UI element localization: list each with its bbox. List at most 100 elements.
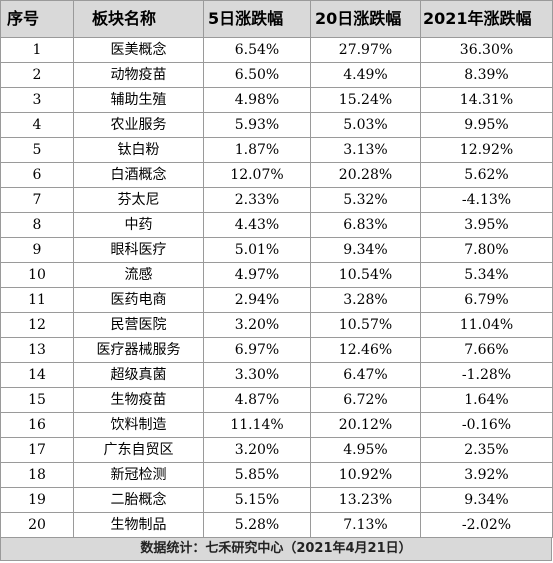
cell-row-index[interactable]: 15 <box>0 387 74 413</box>
cell-20day-change[interactable]: 6.83% <box>310 212 421 238</box>
cell-20day-change[interactable]: 4.95% <box>310 437 421 463</box>
cell-20day-change[interactable]: 7.13% <box>310 512 421 538</box>
cell-sector-name[interactable]: 眼科医疗 <box>73 237 204 263</box>
cell-row-index[interactable]: 13 <box>0 337 74 363</box>
cell-5day-change[interactable]: 5.93% <box>203 112 311 138</box>
cell-sector-name[interactable]: 医药电商 <box>73 287 204 313</box>
cell-20day-change[interactable]: 27.97% <box>310 37 421 63</box>
cell-ytd-change[interactable]: 9.34% <box>420 487 553 513</box>
cell-ytd-change[interactable]: 7.80% <box>420 237 553 263</box>
cell-sector-name[interactable]: 辅助生殖 <box>73 87 204 113</box>
cell-sector-name[interactable]: 新冠检测 <box>73 462 204 488</box>
cell-ytd-change[interactable]: 36.30% <box>420 37 553 63</box>
cell-20day-change[interactable]: 9.34% <box>310 237 421 263</box>
cell-ytd-change[interactable]: 2.35% <box>420 437 553 463</box>
cell-sector-name[interactable]: 二胎概念 <box>73 487 204 513</box>
cell-ytd-change[interactable]: 5.62% <box>420 162 553 188</box>
cell-5day-change[interactable]: 5.01% <box>203 237 311 263</box>
cell-row-index[interactable]: 20 <box>0 512 74 538</box>
cell-sector-name[interactable]: 生物疫苗 <box>73 387 204 413</box>
cell-sector-name[interactable]: 动物疫苗 <box>73 62 204 88</box>
cell-row-index[interactable]: 3 <box>0 87 74 113</box>
cell-5day-change[interactable]: 5.28% <box>203 512 311 538</box>
cell-row-index[interactable]: 18 <box>0 462 74 488</box>
cell-5day-change[interactable]: 4.98% <box>203 87 311 113</box>
cell-20day-change[interactable]: 20.12% <box>310 412 421 438</box>
cell-ytd-change[interactable]: 6.79% <box>420 287 553 313</box>
cell-5day-change[interactable]: 5.15% <box>203 487 311 513</box>
cell-5day-change[interactable]: 6.54% <box>203 37 311 63</box>
cell-5day-change[interactable]: 1.87% <box>203 137 311 163</box>
cell-20day-change[interactable]: 10.54% <box>310 262 421 288</box>
cell-row-index[interactable]: 7 <box>0 187 74 213</box>
cell-20day-change[interactable]: 4.49% <box>310 62 421 88</box>
cell-row-index[interactable]: 12 <box>0 312 74 338</box>
cell-row-index[interactable]: 6 <box>0 162 74 188</box>
cell-row-index[interactable]: 14 <box>0 362 74 388</box>
cell-5day-change[interactable]: 2.33% <box>203 187 311 213</box>
cell-20day-change[interactable]: 10.92% <box>310 462 421 488</box>
cell-row-index[interactable]: 1 <box>0 37 74 63</box>
cell-row-index[interactable]: 10 <box>0 262 74 288</box>
cell-5day-change[interactable]: 12.07% <box>203 162 311 188</box>
cell-5day-change[interactable]: 4.97% <box>203 262 311 288</box>
cell-20day-change[interactable]: 5.32% <box>310 187 421 213</box>
cell-sector-name[interactable]: 中药 <box>73 212 204 238</box>
cell-sector-name[interactable]: 流感 <box>73 262 204 288</box>
cell-20day-change[interactable]: 3.28% <box>310 287 421 313</box>
cell-row-index[interactable]: 16 <box>0 412 74 438</box>
cell-row-index[interactable]: 11 <box>0 287 74 313</box>
cell-20day-change[interactable]: 20.28% <box>310 162 421 188</box>
cell-ytd-change[interactable]: 14.31% <box>420 87 553 113</box>
cell-5day-change[interactable]: 6.97% <box>203 337 311 363</box>
cell-sector-name[interactable]: 广东自贸区 <box>73 437 204 463</box>
cell-sector-name[interactable]: 民营医院 <box>73 312 204 338</box>
cell-ytd-change[interactable]: -1.28% <box>420 362 553 388</box>
cell-ytd-change[interactable]: 9.95% <box>420 112 553 138</box>
cell-sector-name[interactable]: 医美概念 <box>73 37 204 63</box>
cell-sector-name[interactable]: 白酒概念 <box>73 162 204 188</box>
cell-sector-name[interactable]: 超级真菌 <box>73 362 204 388</box>
cell-sector-name[interactable]: 医疗器械服务 <box>73 337 204 363</box>
cell-20day-change[interactable]: 15.24% <box>310 87 421 113</box>
cell-5day-change[interactable]: 11.14% <box>203 412 311 438</box>
cell-ytd-change[interactable]: 5.34% <box>420 262 553 288</box>
cell-row-index[interactable]: 4 <box>0 112 74 138</box>
cell-row-index[interactable]: 8 <box>0 212 74 238</box>
cell-20day-change[interactable]: 13.23% <box>310 487 421 513</box>
cell-sector-name[interactable]: 生物制品 <box>73 512 204 538</box>
cell-20day-change[interactable]: 6.47% <box>310 362 421 388</box>
cell-ytd-change[interactable]: -2.02% <box>420 512 553 538</box>
cell-20day-change[interactable]: 6.72% <box>310 387 421 413</box>
cell-row-index[interactable]: 5 <box>0 137 74 163</box>
cell-20day-change[interactable]: 3.13% <box>310 137 421 163</box>
cell-5day-change[interactable]: 5.85% <box>203 462 311 488</box>
cell-5day-change[interactable]: 3.20% <box>203 312 311 338</box>
header-20day-change[interactable]: 20日涨跌幅 <box>310 0 421 38</box>
cell-ytd-change[interactable]: 11.04% <box>420 312 553 338</box>
cell-5day-change[interactable]: 2.94% <box>203 287 311 313</box>
cell-row-index[interactable]: 2 <box>0 62 74 88</box>
cell-sector-name[interactable]: 钛白粉 <box>73 137 204 163</box>
cell-sector-name[interactable]: 芬太尼 <box>73 187 204 213</box>
cell-ytd-change[interactable]: -0.16% <box>420 412 553 438</box>
cell-20day-change[interactable]: 10.57% <box>310 312 421 338</box>
cell-ytd-change[interactable]: 1.64% <box>420 387 553 413</box>
cell-20day-change[interactable]: 12.46% <box>310 337 421 363</box>
cell-ytd-change[interactable]: 8.39% <box>420 62 553 88</box>
header-ytd-change[interactable]: 2021年涨跌幅 <box>420 0 553 38</box>
cell-5day-change[interactable]: 4.87% <box>203 387 311 413</box>
cell-5day-change[interactable]: 3.30% <box>203 362 311 388</box>
cell-ytd-change[interactable]: 3.92% <box>420 462 553 488</box>
header-sector-name[interactable]: 板块名称 <box>73 0 204 38</box>
cell-row-index[interactable]: 17 <box>0 437 74 463</box>
cell-sector-name[interactable]: 农业服务 <box>73 112 204 138</box>
cell-row-index[interactable]: 9 <box>0 237 74 263</box>
cell-5day-change[interactable]: 4.43% <box>203 212 311 238</box>
cell-20day-change[interactable]: 5.03% <box>310 112 421 138</box>
cell-5day-change[interactable]: 3.20% <box>203 437 311 463</box>
cell-ytd-change[interactable]: 7.66% <box>420 337 553 363</box>
cell-5day-change[interactable]: 6.50% <box>203 62 311 88</box>
cell-ytd-change[interactable]: 3.95% <box>420 212 553 238</box>
header-index[interactable]: 序号 <box>0 0 74 38</box>
